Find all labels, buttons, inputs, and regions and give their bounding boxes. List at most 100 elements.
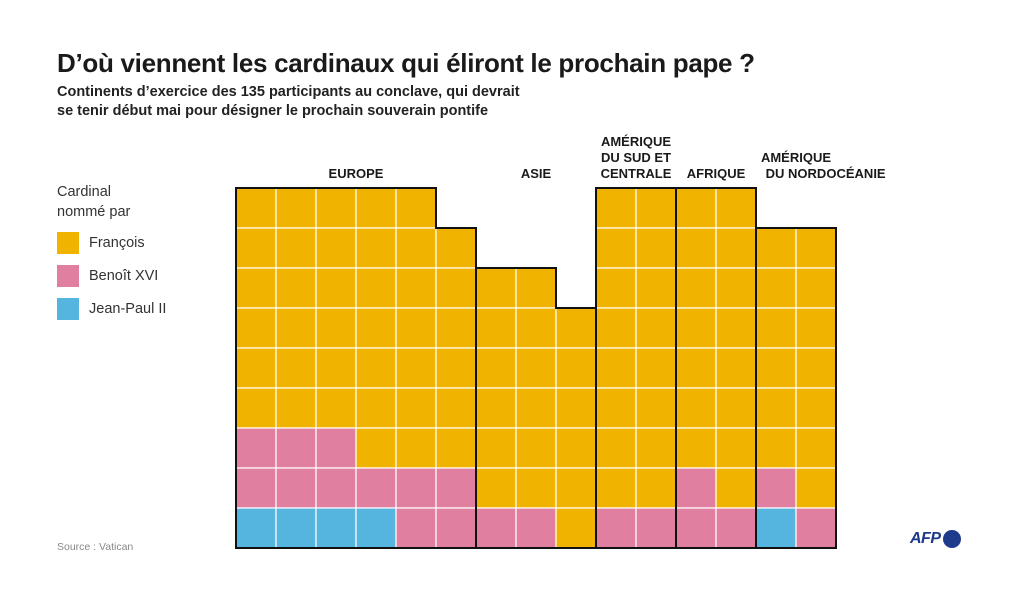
waffle-cell-europe-benoit-xvi xyxy=(275,467,317,509)
waffle-cell-afrique-francois xyxy=(675,267,717,309)
waffle-cell-amerique-du-nord-francois xyxy=(795,467,837,509)
waffle-cell-europe-francois xyxy=(315,307,357,349)
waffle-cell-asie-francois xyxy=(515,387,557,429)
waffle-cell-amerique-du-sud-et-centrale-benoit-xvi xyxy=(595,507,637,549)
waffle-cell-europe-benoit-xvi xyxy=(235,467,277,509)
waffle-cell-asie-francois xyxy=(515,427,557,469)
afp-logo-dot-icon xyxy=(942,530,961,548)
waffle-cell-amerique-du-sud-et-centrale-francois xyxy=(595,267,637,309)
waffle-cell-europe-francois xyxy=(275,387,317,429)
waffle-cell-afrique-francois xyxy=(715,347,757,389)
waffle-cell-europe-francois xyxy=(235,387,277,429)
waffle-cell-afrique-francois xyxy=(675,227,717,269)
waffle-cell-europe-jean-paul-ii xyxy=(235,507,277,549)
waffle-cell-europe-benoit-xvi xyxy=(435,467,477,509)
waffle-cell-europe-francois xyxy=(275,267,317,309)
waffle-cell-asie-francois xyxy=(515,347,557,389)
legend-item-francois: François xyxy=(57,232,145,254)
waffle-cell-asie-francois xyxy=(555,387,597,429)
waffle-cell-amerique-du-sud-et-centrale-francois xyxy=(595,187,637,229)
waffle-cell-europe-francois xyxy=(395,307,437,349)
waffle-cell-europe-francois xyxy=(355,187,397,229)
waffle-cell-amerique-du-nord-francois xyxy=(795,227,837,269)
waffle-cell-afrique-francois xyxy=(675,347,717,389)
continent-label-amerique-du-sud-et-centrale: AMÉRIQUE DU SUD ET CENTRALE xyxy=(601,134,672,181)
waffle-cell-afrique-francois xyxy=(715,467,757,509)
continent-label-europe: EUROPE xyxy=(329,166,384,181)
waffle-cell-europe-francois xyxy=(395,347,437,389)
waffle-cell-asie-francois xyxy=(555,507,597,549)
waffle-cell-amerique-du-sud-et-centrale-francois xyxy=(595,467,637,509)
waffle-cell-europe-francois xyxy=(315,347,357,389)
waffle-cell-amerique-du-sud-et-centrale-francois xyxy=(635,227,677,269)
waffle-cell-europe-francois xyxy=(315,227,357,269)
waffle-cell-afrique-francois xyxy=(715,187,757,229)
waffle-cell-europe-jean-paul-ii xyxy=(275,507,317,549)
waffle-cell-asie-benoit-xvi xyxy=(475,507,517,549)
waffle-cell-afrique-benoit-xvi xyxy=(675,467,717,509)
waffle-cell-europe-francois xyxy=(355,267,397,309)
waffle-cell-europe-benoit-xvi xyxy=(315,467,357,509)
continent-label-afrique: AFRIQUE xyxy=(687,166,746,181)
continent-label-amerique-du-nord: AMÉRIQUE DU NORD xyxy=(761,150,831,181)
waffle-cell-afrique-francois xyxy=(715,387,757,429)
waffle-cell-amerique-du-nord-francois xyxy=(755,227,797,269)
waffle-cell-asie-francois xyxy=(555,427,597,469)
chart-subtitle-line-2: se tenir début mai pour désigner le proc… xyxy=(57,103,489,119)
waffle-cell-amerique-du-sud-et-centrale-francois xyxy=(595,227,637,269)
continent-label-asie: ASIE xyxy=(521,166,552,181)
legend-item-benoit: Benoît XVI xyxy=(57,265,158,287)
legend-swatch-benoit xyxy=(57,265,79,287)
waffle-cell-europe-francois xyxy=(435,347,477,389)
waffle-cell-amerique-du-nord-francois xyxy=(795,307,837,349)
waffle-cell-afrique-francois xyxy=(675,307,717,349)
waffle-cell-afrique-francois xyxy=(715,227,757,269)
waffle-cell-europe-benoit-xvi xyxy=(235,427,277,469)
waffle-cell-amerique-du-sud-et-centrale-francois xyxy=(595,347,637,389)
waffle-cell-europe-francois xyxy=(315,387,357,429)
waffle-cell-europe-benoit-xvi xyxy=(435,507,477,549)
waffle-cell-asie-benoit-xvi xyxy=(515,507,557,549)
waffle-cell-europe-benoit-xvi xyxy=(275,427,317,469)
afp-logo-text: AFP xyxy=(910,530,941,547)
waffle-cell-europe-benoit-xvi xyxy=(395,507,437,549)
waffle-cell-europe-francois xyxy=(235,267,277,309)
waffle-cell-afrique-francois xyxy=(715,307,757,349)
waffle-cell-asie-francois xyxy=(555,307,597,349)
waffle-cell-europe-francois xyxy=(235,227,277,269)
afp-logo: AFP xyxy=(910,530,961,548)
waffle-cell-europe-benoit-xvi xyxy=(355,467,397,509)
legend-title-line-2: nommé par xyxy=(57,204,131,220)
waffle-cell-europe-jean-paul-ii xyxy=(315,507,357,549)
waffle-cell-europe-francois xyxy=(235,187,277,229)
waffle-cell-europe-francois xyxy=(315,267,357,309)
waffle-cell-europe-francois xyxy=(435,227,477,269)
waffle-cell-amerique-du-nord-francois xyxy=(795,347,837,389)
waffle-cell-amerique-du-sud-et-centrale-francois xyxy=(635,187,677,229)
chart-title: D’où viennent les cardinaux qui éliront … xyxy=(57,48,755,78)
waffle-cell-afrique-francois xyxy=(675,427,717,469)
waffle-cell-europe-francois xyxy=(435,267,477,309)
waffle-cell-europe-francois xyxy=(315,187,357,229)
waffle-cell-europe-francois xyxy=(435,427,477,469)
legend-swatch-francois xyxy=(57,232,79,254)
waffle-cell-amerique-du-sud-et-centrale-francois xyxy=(595,427,637,469)
waffle-cell-amerique-du-nord-jean-paul-ii xyxy=(755,507,797,549)
waffle-cell-europe-benoit-xvi xyxy=(395,467,437,509)
waffle-cell-asie-francois xyxy=(475,427,517,469)
waffle-cell-amerique-du-nord-francois xyxy=(795,267,837,309)
waffle-cell-europe-francois xyxy=(395,187,437,229)
waffle-cell-asie-francois xyxy=(515,267,557,309)
waffle-cell-europe-francois xyxy=(235,307,277,349)
legend-title-line-1: Cardinal xyxy=(57,184,111,200)
continent-label-oceanie: OCÉANIE xyxy=(826,166,886,181)
waffle-cell-europe-francois xyxy=(355,307,397,349)
waffle-cell-asie-francois xyxy=(475,347,517,389)
waffle-cell-amerique-du-nord-francois xyxy=(755,427,797,469)
waffle-cell-amerique-du-sud-et-centrale-francois xyxy=(635,347,677,389)
waffle-cell-amerique-du-sud-et-centrale-francois xyxy=(595,387,637,429)
waffle-cell-afrique-francois xyxy=(675,187,717,229)
waffle-cell-asie-francois xyxy=(475,307,517,349)
waffle-cell-amerique-du-sud-et-centrale-francois xyxy=(635,387,677,429)
